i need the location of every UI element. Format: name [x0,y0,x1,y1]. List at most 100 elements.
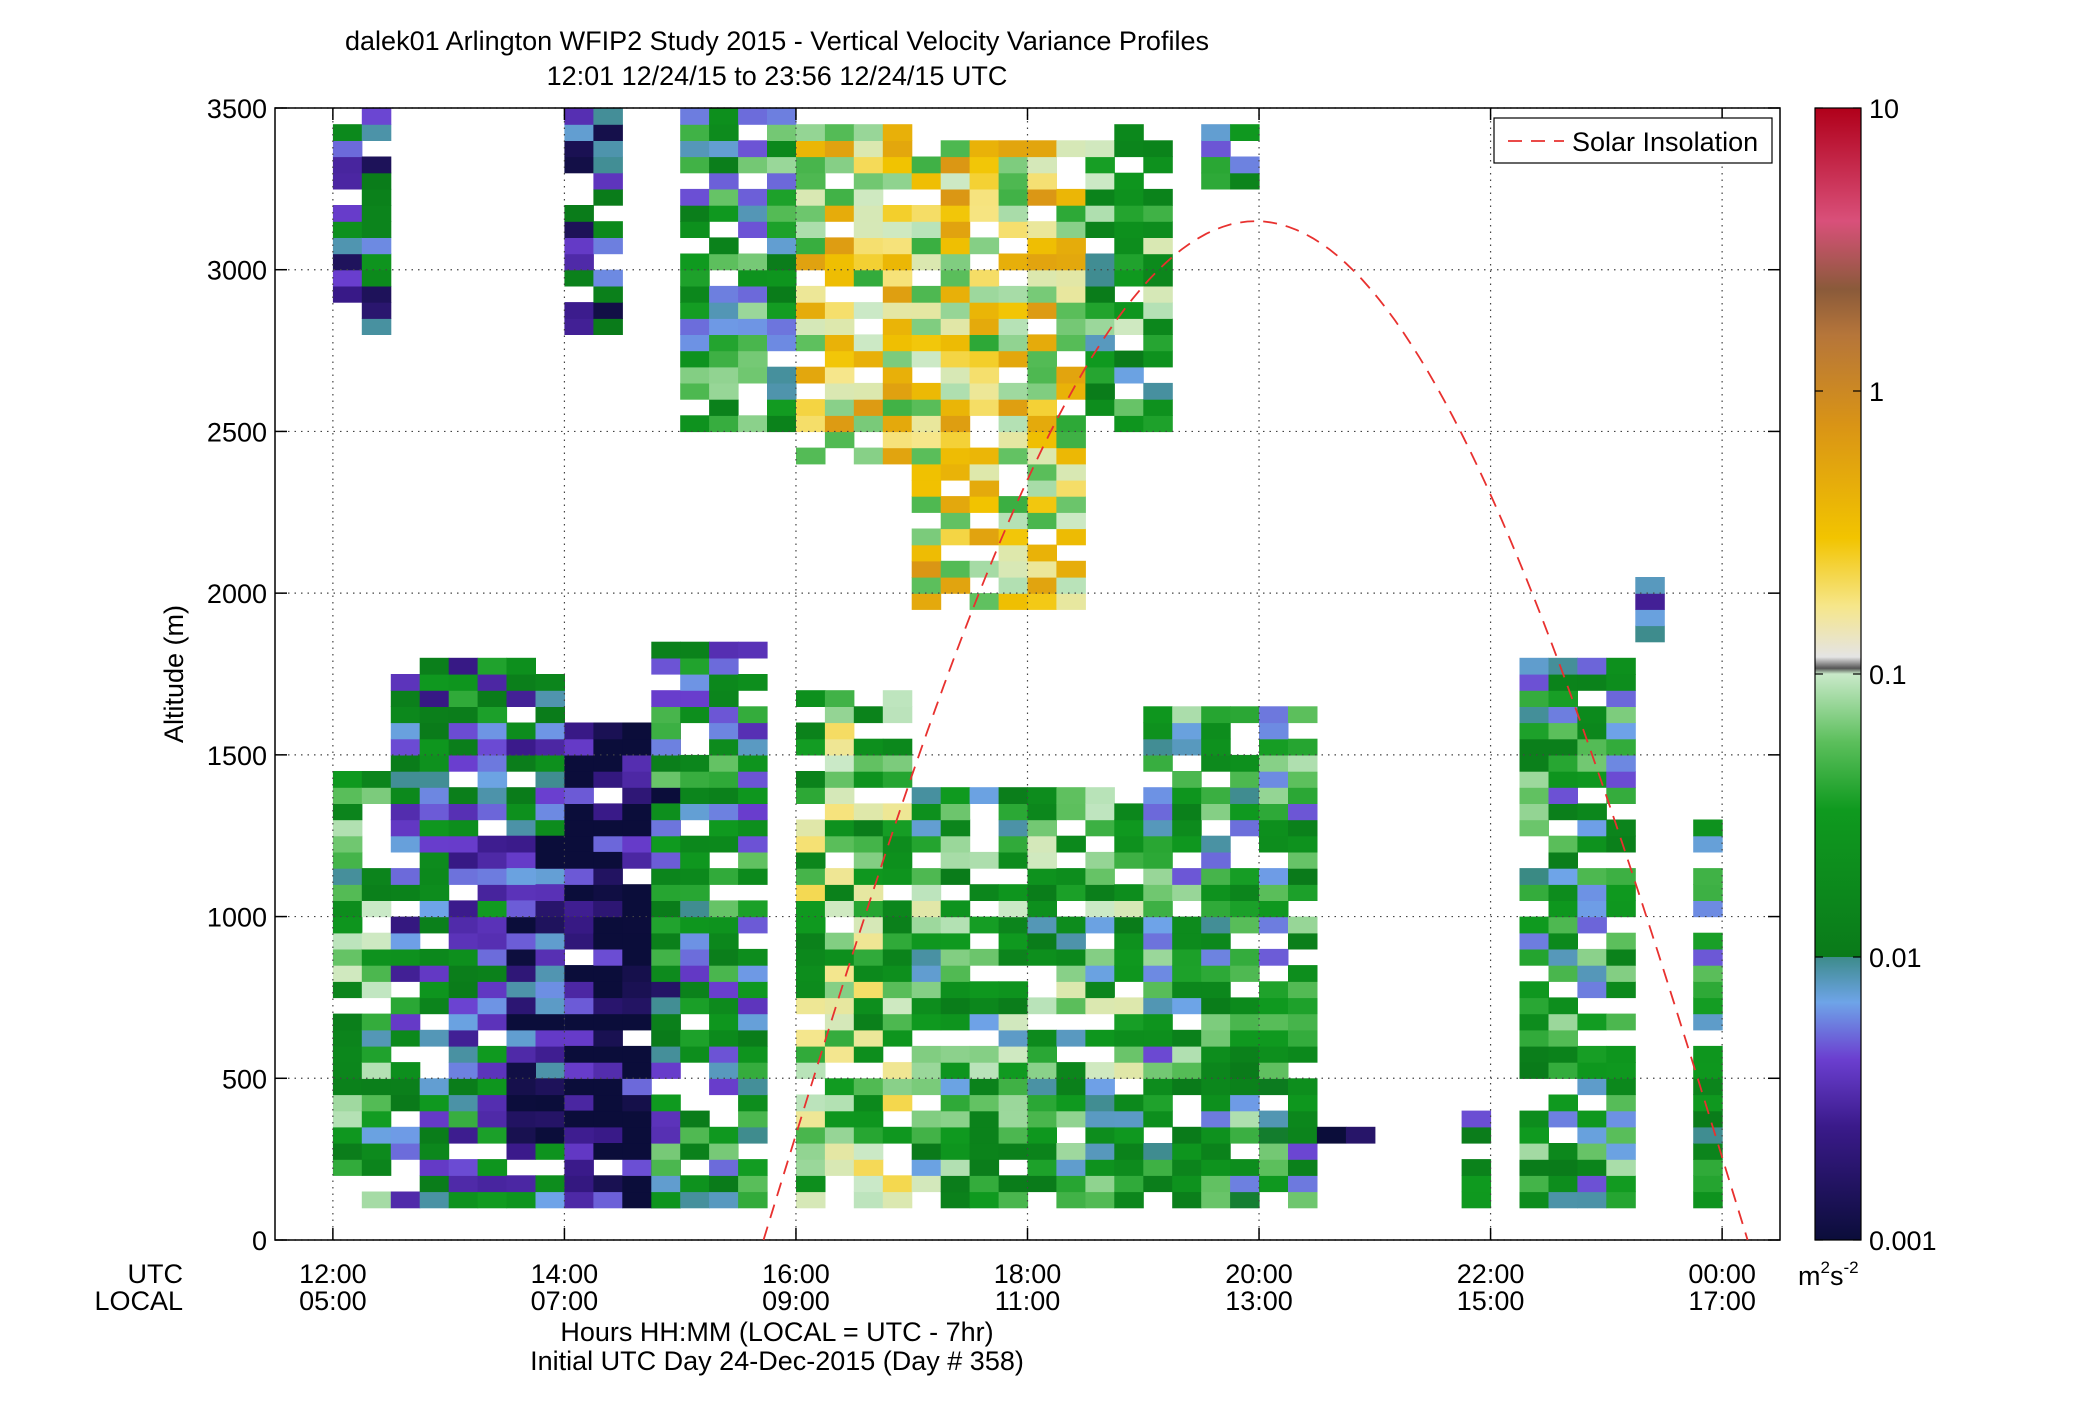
heatmap-cell [1606,1191,1636,1209]
heatmap-cell [911,205,942,222]
heatmap-cell [1143,1078,1173,1096]
heatmap-cell [738,415,768,433]
heatmap-cell [419,1126,450,1144]
heatmap-cell [651,1191,681,1209]
heatmap-cell [651,965,681,982]
heatmap-cell [1316,1126,1347,1144]
heatmap-cell [1172,1029,1202,1047]
heatmap-cell [796,851,826,869]
heatmap-cell [882,205,913,222]
heatmap-cell [969,447,1000,465]
heatmap-cell [738,253,768,271]
heatmap-cell [535,1126,565,1144]
heatmap-cell [535,722,565,740]
heatmap-cell [738,803,768,821]
heatmap-cell [477,965,508,982]
heatmap-cell [1519,1045,1549,1063]
heatmap-cell [680,932,710,950]
heatmap-cell [1259,803,1289,821]
heatmap-cell [998,447,1029,465]
heatmap-cell [1288,1094,1318,1112]
heatmap-cell [969,334,1000,352]
colorbar-ticks: 0.001 0.01 0.1 1 10 [1815,94,1937,1256]
heatmap-cell [1548,1159,1578,1176]
heatmap-cell [361,1094,392,1112]
heatmap-cell [680,771,710,788]
heatmap-cell [564,253,594,271]
heatmap-cell [1519,738,1549,756]
heatmap-cell [1056,1143,1086,1160]
heatmap-cell [1606,965,1636,982]
heatmap-cell [332,237,363,255]
heatmap-cell [1114,1110,1144,1128]
heatmap-cell [1230,803,1260,821]
heatmap-cell [998,997,1029,1015]
heatmap-cell [1606,900,1636,918]
heatmap-cell [651,1126,681,1144]
heatmap-cell [940,851,971,869]
colorbar-units: m2s-2 [1798,1258,1859,1291]
heatmap-cell [998,285,1029,303]
heatmap-cell [709,399,739,416]
heatmap-cell [506,1078,536,1096]
legend-label-solar-insolation: Solar Insolation [1572,127,1758,157]
heatmap-cell [1056,787,1086,804]
heatmap-cell [1519,1029,1549,1047]
heatmap-cell [448,997,479,1015]
heatmap-cell [998,140,1029,158]
heatmap-cell [448,1078,479,1096]
heatmap-cell [969,1078,1000,1096]
heatmap-cell [622,771,652,788]
heatmap-cell [738,221,768,238]
heatmap-cell [593,1126,623,1144]
heatmap-cell [940,318,971,335]
heatmap-cell [824,819,855,837]
heatmap-cell [1201,706,1231,724]
heatmap-cell [564,1062,594,1079]
heatmap-cell [940,1126,971,1144]
heatmap-cell [1027,447,1057,465]
heatmap-cell [1461,1110,1492,1128]
heatmap-cell [1056,916,1086,934]
heatmap-cell [506,690,536,707]
heatmap-cell [332,787,363,804]
heatmap-cell [390,948,421,966]
heatmap-cell [564,868,594,885]
heatmap-cell [969,302,1000,319]
heatmap-cell [651,690,681,707]
heatmap-cell [390,884,421,901]
heatmap-cell [1635,625,1665,643]
y-tick-label: 2500 [207,417,267,447]
heatmap-cell [332,932,363,950]
heatmap-cell [593,868,623,885]
heatmap-cell [1172,706,1202,724]
heatmap-cell [332,835,363,853]
heatmap-cell [940,1143,971,1160]
heatmap-cell [535,1078,565,1096]
heatmap-cell [332,1126,363,1144]
heatmap-cell [1577,706,1607,724]
heatmap-cell [969,884,1000,901]
heatmap-cell [535,965,565,982]
heatmap-cell [448,1191,479,1209]
heatmap-cell [882,835,913,853]
heatmap-cell [969,237,1000,255]
heatmap-cell [969,205,1000,222]
heatmap-cell [477,754,508,772]
heatmap-cell [998,1029,1029,1047]
heatmap-cell [651,1062,681,1079]
x-tick-label-utc: 00:00 [1688,1259,1756,1289]
heatmap-cell [940,463,971,481]
heatmap-cell [1606,706,1636,724]
heatmap-cell [1143,1062,1173,1079]
heatmap-cell [767,285,797,303]
heatmap-cell [535,1110,565,1128]
heatmap-cell [1143,965,1173,982]
heatmap-cell [477,1110,508,1128]
heatmap-cell [332,1029,363,1047]
x-tick-label-utc: 12:00 [299,1259,367,1289]
heatmap-cell [1056,253,1086,271]
heatmap-cell [1085,1029,1115,1047]
heatmap-cell [1606,657,1636,675]
heatmap-cell [709,771,739,788]
